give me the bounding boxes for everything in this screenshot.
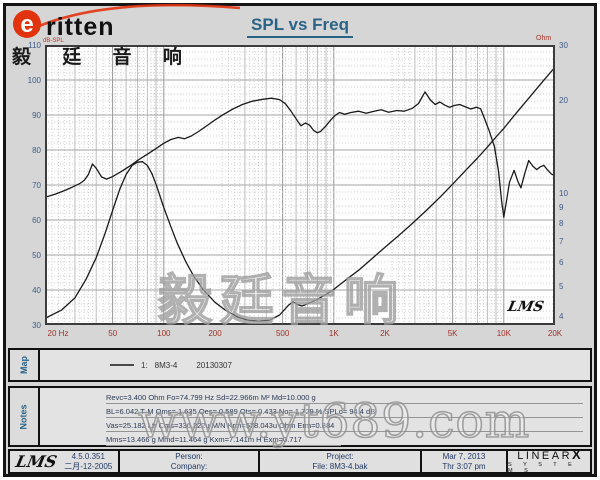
spl-freq-plot <box>44 45 556 325</box>
version-date: 二月-12-2005 <box>64 461 113 471</box>
x-tick-label: 500 <box>275 329 290 338</box>
notes-panel-label: Notes <box>18 403 29 430</box>
x-tick-label: 10K <box>496 329 511 338</box>
y-right-tick-label: 5 <box>559 282 564 292</box>
plot-canvas <box>44 45 556 325</box>
y-right-tick-label: 8 <box>559 218 564 228</box>
status-bar: LMS 4.5.0.351 二月-12-2005 Person: Company… <box>8 447 592 474</box>
ts-parameters: Revc=3.400 Ohm Fo=74.799 Hz Sd=22.966m M… <box>40 388 583 446</box>
legend-date: 20130307 <box>196 360 232 370</box>
version-number: 4.5.0.351 <box>71 451 105 461</box>
legend-line-sample <box>110 364 134 366</box>
map-panel-label: Map <box>19 356 29 374</box>
map-panel-tab: Map <box>10 350 40 380</box>
x-tick-label: 50 <box>108 329 118 338</box>
y-left-tick-label: 90 <box>32 110 41 120</box>
x-tick-label: 20 Hz <box>47 329 69 338</box>
person-cell: Person: Company: <box>120 451 260 472</box>
y-right-tick-label: 30 <box>559 40 568 50</box>
y-right-tick-label: 9 <box>559 203 564 212</box>
project-label: Project: <box>326 451 354 461</box>
impedance-curve <box>44 66 556 322</box>
brand-logo-text: ritten <box>46 13 115 41</box>
chart-title: SPL vs Freq <box>0 15 600 38</box>
left-axis-unit-label: dB-SPL <box>43 38 64 44</box>
y-left-tick-label: 100 <box>27 75 41 85</box>
linearx-logo: LINEARX <box>517 447 581 462</box>
version-info: 4.5.0.351 二月-12-2005 <box>64 452 112 472</box>
x-tick-label: 100 <box>157 329 171 338</box>
ts-parameter-line: Vas=25.182 Ltr Cms=336.222u M/N Krm=578.… <box>106 421 583 432</box>
lms-logo: LMS <box>13 451 59 471</box>
y-right-tick-label: 7 <box>559 236 564 246</box>
linearx-cell: LINEARX S Y S T E M S <box>508 447 590 474</box>
x-tick-label: 5K <box>447 329 458 338</box>
spl-curve <box>44 91 556 218</box>
y-left-tick-label: 30 <box>32 320 41 330</box>
ts-parameter-line: BL=6.042 T·M Qms= 1.635 Qes= 0.589 Qts= … <box>106 407 583 418</box>
legend-curve-name: 8M3-4 <box>154 360 178 370</box>
linearx-systems: S Y S T E M S <box>508 462 577 474</box>
legend-index: 1: <box>141 360 148 370</box>
notes-panel-tab: Notes <box>10 388 40 445</box>
file-label: File: 8M3-4.bak <box>312 461 368 471</box>
person-label: Person: <box>175 451 203 461</box>
x-tick-label: 20K <box>547 329 563 338</box>
version-cell: LMS 4.5.0.351 二月-12-2005 <box>10 451 120 472</box>
x-tick-label: 1K <box>328 329 339 338</box>
y-left-tick-label: 70 <box>32 180 41 190</box>
time-text: Thr 3:07 pm <box>442 461 486 471</box>
chart-title-text: SPL vs Freq <box>247 15 353 38</box>
notes-panel: Notes Revc=3.400 Ohm Fo=74.799 Hz Sd=22.… <box>8 386 592 447</box>
project-cell: Project: File: 8M3-4.bak <box>260 451 422 472</box>
y-left-tick-label: 50 <box>32 250 41 260</box>
y-left-tick-label: 80 <box>32 145 41 155</box>
right-axis-unit-label: Ohm <box>536 35 552 42</box>
y-left-tick-label: 110 <box>28 40 41 50</box>
ts-parameter-line: Mms=13.466 g Mmd=11.464 g Kxm=7.141m H E… <box>106 435 341 446</box>
date-text: Mar 7, 2013 <box>442 451 486 461</box>
y-left-tick-label: 40 <box>32 285 41 295</box>
y-right-tick-label: 6 <box>559 257 564 267</box>
legend-row: 1: 8M3-4 20130307 <box>40 350 232 380</box>
brand-logo-chinese: 毅 廷 音 响 <box>12 47 195 68</box>
company-label: Company: <box>170 461 208 471</box>
map-panel: Map 1: 8M3-4 20130307 <box>8 348 592 382</box>
ts-parameter-line: Revc=3.400 Ohm Fo=74.799 Hz Sd=22.966m M… <box>106 393 583 404</box>
x-tick-label: 200 <box>208 329 222 338</box>
x-tick-label: 2K <box>380 329 390 338</box>
datetime-cell: Mar 7, 2013 Thr 3:07 pm <box>422 451 508 472</box>
y-left-tick-label: 60 <box>32 215 41 225</box>
lms-plot-logo: LMS <box>506 299 546 315</box>
y-right-tick-label: 4 <box>559 312 564 322</box>
y-right-tick-label: 10 <box>559 188 568 198</box>
y-right-tick-label: 20 <box>559 95 568 105</box>
